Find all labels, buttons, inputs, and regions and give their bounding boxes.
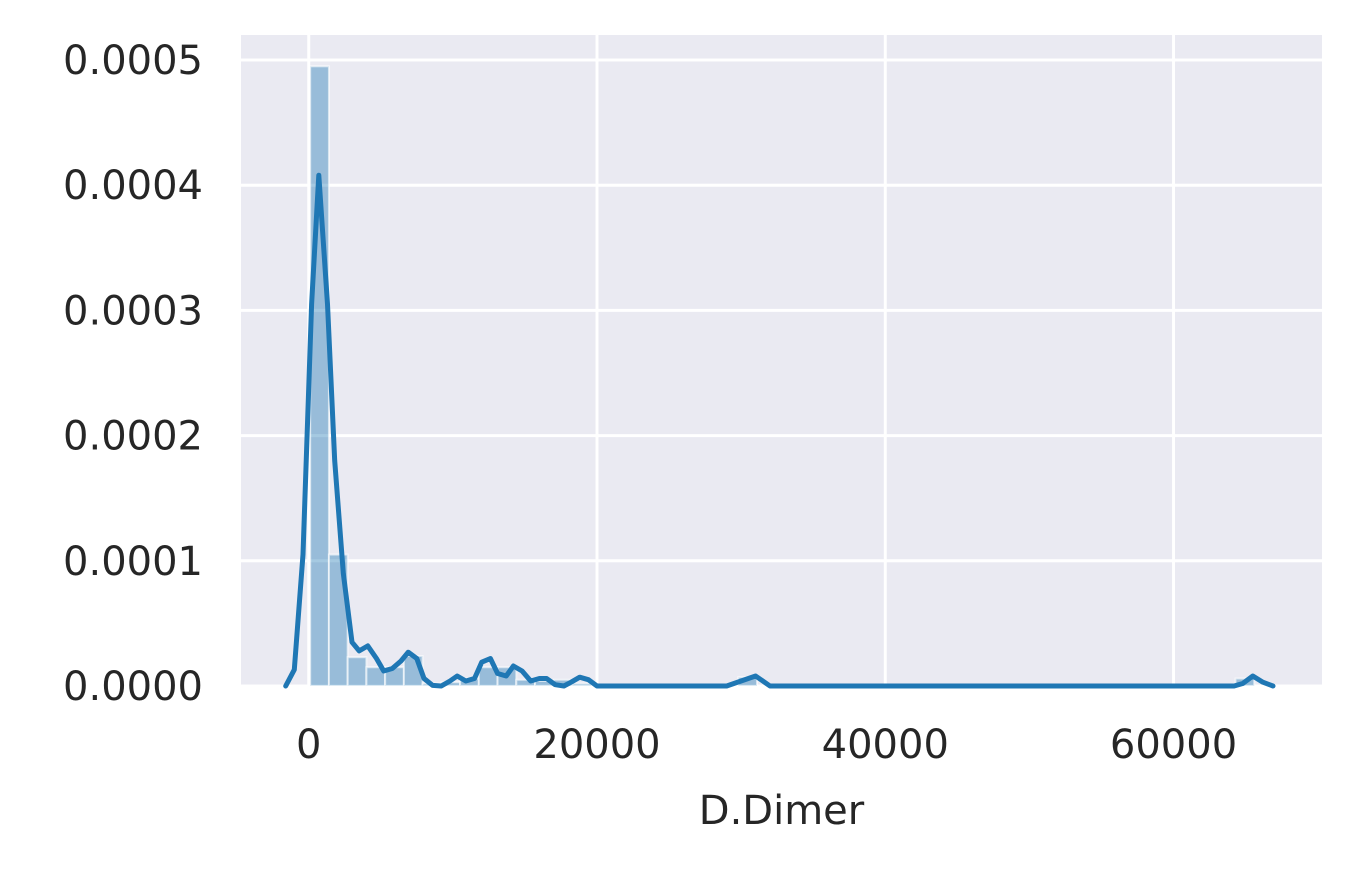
x-tick-label: 40000 [822,722,949,768]
y-tick-label: 0.0000 [63,664,203,710]
x-tick-label: 60000 [1110,722,1237,768]
histogram-bar [346,656,368,687]
x-axis-title: D.Dimer [699,788,865,834]
y-tick-label: 0.0002 [63,414,203,460]
x-tick-label: 0 [296,722,321,768]
y-tick-label: 0.0001 [63,539,203,585]
kde-curve [283,172,1276,689]
histogram-bar [571,682,593,688]
y-tick-label: 0.0005 [63,38,203,84]
x-tick-label: 20000 [533,722,660,768]
x-axis-ticks: 0 20000 40000 60000 [296,722,1237,768]
y-axis-ticks: 0.0000 0.0001 0.0002 0.0003 0.0004 0.0005 [63,38,203,710]
kde-curve-layer [283,172,1276,689]
plot-area-background [241,35,1322,686]
y-tick-label: 0.0004 [63,163,203,209]
histogram-bar [309,65,330,687]
y-tick-label: 0.0003 [63,288,203,334]
